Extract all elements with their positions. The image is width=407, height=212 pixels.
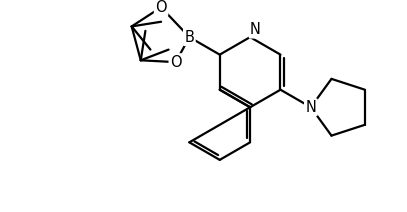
Text: O: O (170, 55, 182, 70)
Text: O: O (155, 0, 167, 15)
Text: N: N (250, 22, 261, 37)
Text: N: N (305, 100, 316, 115)
Text: B: B (184, 30, 194, 45)
